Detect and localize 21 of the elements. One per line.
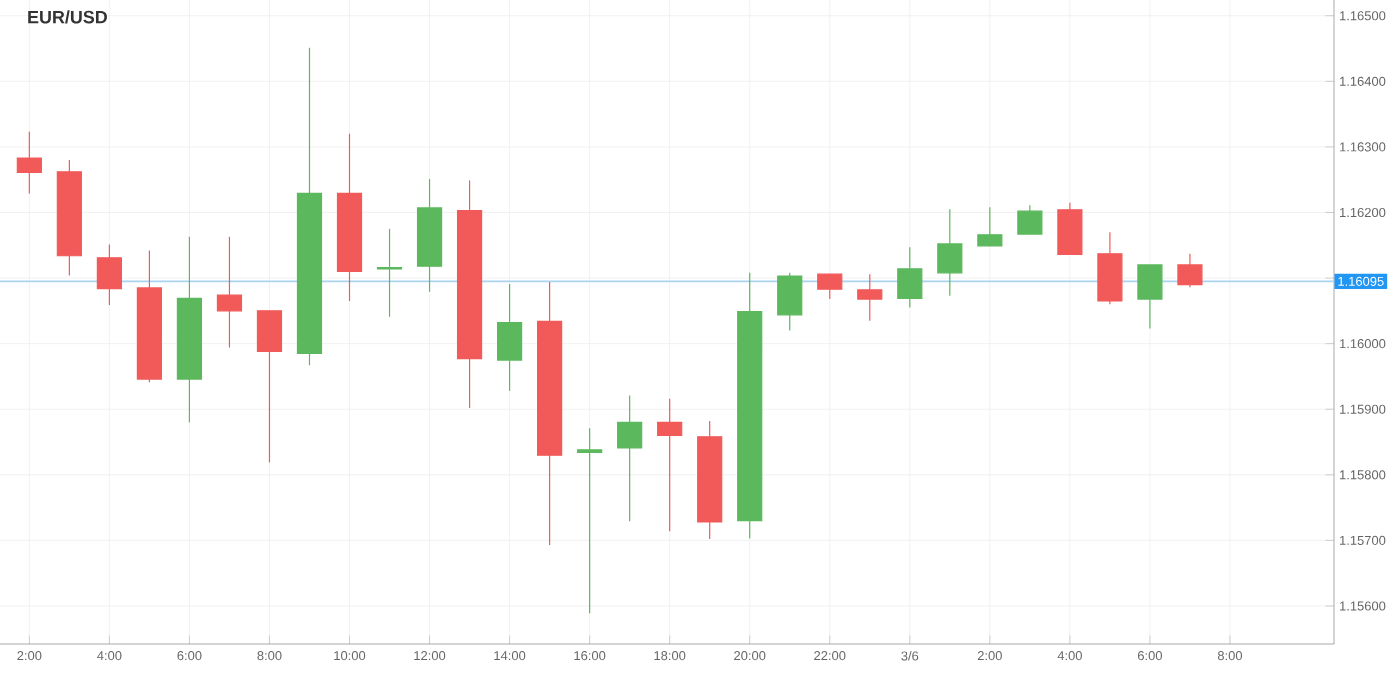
candlestick (657, 398, 683, 532)
candlestick (16, 131, 42, 195)
candlestick (496, 283, 523, 392)
candlestick (777, 272, 803, 332)
candlestick (857, 273, 883, 322)
candlestick (376, 228, 403, 318)
candlestick (617, 394, 643, 522)
candlestick (1017, 204, 1043, 235)
candlestick (96, 244, 122, 306)
candlestick (1097, 231, 1123, 305)
candlestick (216, 236, 243, 349)
candlestick (937, 208, 963, 297)
candlestick (256, 310, 283, 463)
candlestick (1177, 253, 1203, 288)
candlestick (817, 273, 843, 300)
chart-title: EUR/USD (28, 10, 107, 24)
candlestick (977, 206, 1003, 247)
candlestick (1137, 264, 1163, 330)
candlestick (897, 246, 923, 309)
candlestick (577, 427, 603, 614)
candlestick (1057, 202, 1083, 256)
